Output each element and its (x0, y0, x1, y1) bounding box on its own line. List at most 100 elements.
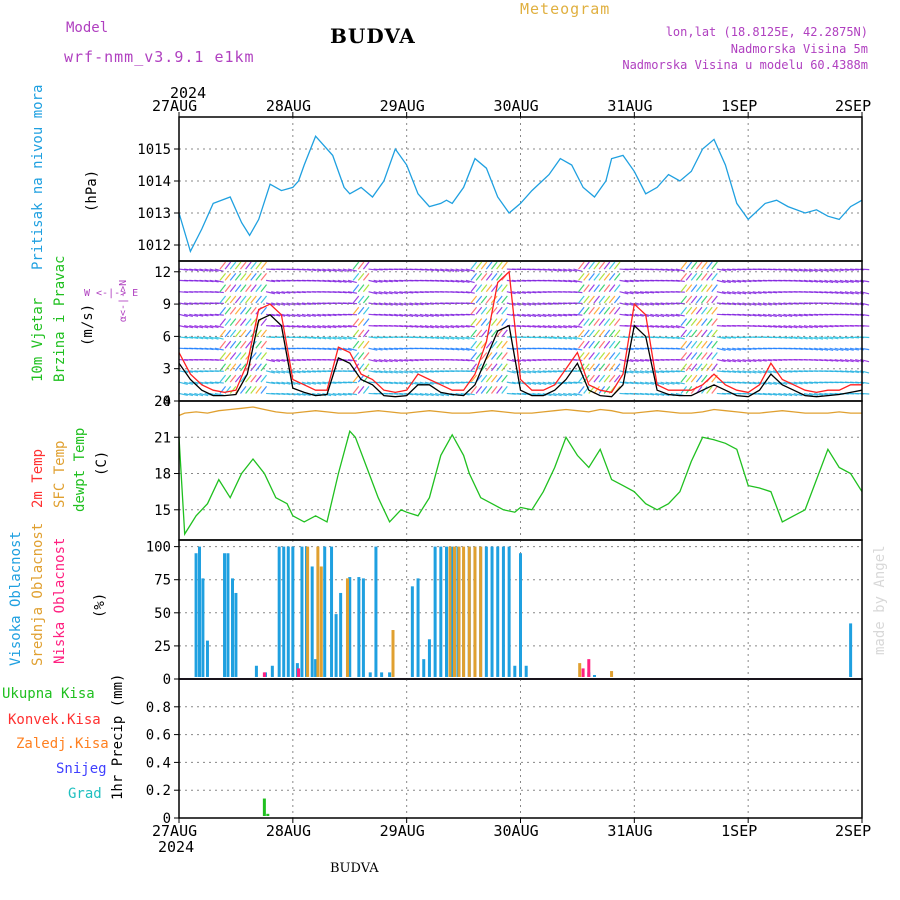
wind-barb (680, 363, 688, 372)
wind-barb (260, 340, 268, 349)
wind-barb (742, 313, 752, 317)
wind-barb (542, 268, 552, 272)
wind-barb (260, 318, 268, 326)
bar-high (388, 672, 392, 677)
wind-barb (685, 295, 693, 304)
wind-barb (532, 325, 542, 328)
wind-barb (788, 370, 798, 373)
wind-barb (204, 347, 214, 351)
wind-barb (229, 363, 237, 372)
wind-barb (695, 363, 703, 372)
wind-barb (240, 363, 247, 372)
wind-barb (849, 347, 859, 351)
top-year: 2024 (170, 84, 207, 102)
wind-barb (440, 279, 450, 283)
wind-barb (650, 291, 660, 294)
wind-barb (501, 340, 508, 349)
wind-barb (255, 272, 262, 281)
wind-barb (435, 336, 445, 340)
wind-barb (229, 352, 237, 360)
wind-barb (767, 381, 777, 385)
bar-high (194, 553, 198, 677)
bar-high (270, 665, 274, 677)
wind-barb (245, 340, 252, 349)
wind-barb (532, 381, 542, 385)
wind-barb (583, 284, 590, 293)
bar-high (277, 546, 281, 677)
wind-barb (737, 279, 747, 283)
wind-barb (204, 336, 214, 340)
wind-barb (721, 291, 731, 295)
wind-barb (645, 381, 655, 385)
wind-barb (501, 363, 508, 372)
wind-barb (189, 268, 199, 272)
wind-barb (598, 295, 606, 304)
wind-barb (839, 291, 849, 295)
wind-barb (383, 347, 393, 351)
wind-barb (808, 325, 818, 329)
wind-barb (706, 386, 713, 394)
wind-barb (245, 386, 252, 394)
wind-barb (742, 370, 752, 374)
wind-barb (603, 261, 611, 270)
wind-barb (563, 381, 573, 385)
bar-high (357, 577, 361, 677)
wind-barb (573, 291, 583, 294)
wind-barb (368, 347, 378, 351)
wind-barb (808, 336, 818, 340)
wind-barb (695, 295, 703, 304)
wind-barb (690, 261, 698, 270)
wind-barb (752, 313, 762, 317)
wind-barb (434, 325, 444, 329)
wind-barb (260, 329, 268, 338)
wind-barb (383, 302, 393, 306)
wind-barb (440, 313, 450, 317)
wind-barb (695, 318, 703, 326)
wind-barb (680, 272, 688, 281)
wind-barb (598, 363, 606, 372)
wind-barb (752, 302, 762, 306)
wind-barb (732, 279, 742, 283)
wind-barb (286, 302, 296, 306)
y-tick-label: 0 (163, 811, 171, 827)
wind-barb (317, 268, 327, 272)
wind-barb (737, 302, 747, 306)
wind-barb (260, 272, 268, 281)
wind-barb (332, 392, 342, 396)
wind-barb (629, 347, 639, 350)
wind-barb (224, 318, 232, 326)
wind-barb (598, 340, 606, 349)
wind-barb (824, 347, 834, 351)
wind-barb (547, 325, 557, 329)
bar-high (427, 639, 431, 677)
wind-barb (214, 313, 224, 316)
wind-barb (747, 279, 757, 283)
wind-barb (394, 358, 404, 362)
wind-barb (527, 291, 537, 294)
wind-barb (245, 272, 252, 281)
bar-high (496, 546, 500, 677)
wind-barb (732, 291, 742, 295)
wind-barb (214, 279, 224, 283)
wind-barb (721, 336, 731, 339)
day-tick-label: 28AUG (265, 822, 311, 840)
bar-high (348, 577, 352, 677)
wind-barb (342, 336, 352, 340)
wind-barb (752, 370, 762, 374)
wind-barb (711, 295, 718, 304)
wind-barb (675, 381, 685, 385)
wind-barb (189, 313, 199, 317)
wind-barb (793, 336, 803, 340)
wind-barb (629, 358, 639, 363)
wind-barb (603, 284, 611, 293)
wind-barb (445, 381, 455, 385)
wind-barb (301, 268, 311, 271)
wind-barb (240, 386, 247, 394)
wind-barb (368, 358, 378, 363)
series-line-sfc (178, 406, 862, 417)
wind-barb (844, 358, 854, 363)
wind-barb (194, 336, 204, 340)
wind-barb (435, 268, 445, 272)
wind-barb (783, 370, 793, 373)
wind-barb (834, 347, 844, 352)
